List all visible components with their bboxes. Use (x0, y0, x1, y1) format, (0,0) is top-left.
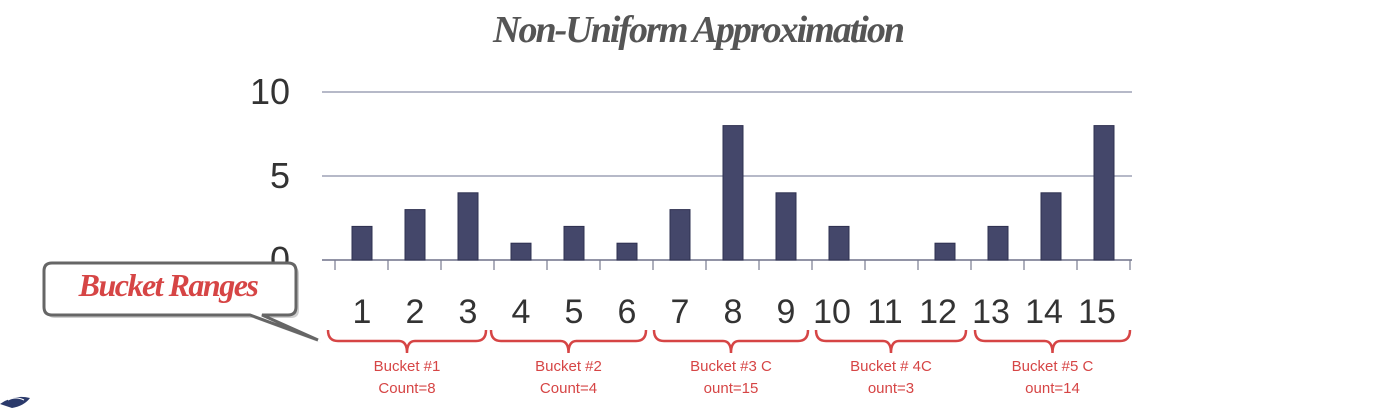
bucket-brace (489, 329, 648, 354)
bucket-count: ount=15 (704, 380, 759, 397)
bar-9 (775, 192, 797, 261)
x-tick-label: 3 (459, 293, 478, 331)
bar-7 (669, 209, 691, 261)
bucket-count: Count=8 (378, 380, 435, 397)
bucket-count: Count=4 (540, 380, 597, 397)
bar-4 (510, 242, 532, 261)
callout-bubble (42, 261, 319, 342)
bucket-ranges-callout: Bucket Ranges (42, 261, 321, 343)
bar-8 (722, 125, 744, 261)
bar-13 (987, 225, 1009, 261)
x-tick-label: 14 (1025, 293, 1063, 331)
bucket-count: ount=14 (1025, 380, 1080, 397)
x-tick-label: 10 (813, 293, 851, 331)
callout-label: Bucket Ranges (78, 267, 259, 303)
bucket-brace (326, 329, 488, 354)
bar-6 (616, 242, 638, 261)
x-tick-label: 15 (1078, 293, 1116, 331)
bar-1 (351, 225, 373, 261)
bucket-label: Bucket #2 (535, 358, 602, 375)
bar-10 (828, 225, 850, 261)
bar-2 (404, 209, 426, 261)
bucket-label: Bucket # 4C (850, 358, 932, 375)
x-axis-tick-labels: 1 2 3 4 5 6 7 8 9 10 11 12 13 14 15 (353, 293, 1116, 331)
logo-icon (0, 396, 30, 408)
bucket-label: Bucket #5 C (1012, 358, 1094, 375)
bar-15 (1093, 125, 1115, 261)
y-tick-label: 5 (270, 155, 290, 196)
x-tick-label: 6 (618, 293, 637, 331)
x-tick-label: 7 (671, 293, 690, 331)
x-tick-label: 13 (972, 293, 1010, 331)
x-tick-label: 12 (919, 293, 957, 331)
x-tick-label: 9 (777, 293, 796, 331)
bar-14 (1040, 192, 1062, 261)
bucket-brace (973, 329, 1132, 354)
bucket-brace (814, 329, 968, 354)
x-tick-label: 5 (565, 293, 584, 331)
x-tick-label: 11 (867, 293, 902, 331)
bucket-ranges: Bucket #1 Count=8 Bucket #2 Count=4 Bucket #… (326, 329, 1132, 397)
bar-12 (934, 242, 956, 261)
bar-5 (563, 225, 585, 261)
chart-title: Non-Uniform Approximation (492, 9, 904, 51)
x-tick-label: 1 (353, 293, 372, 331)
x-tick-label: 2 (406, 293, 425, 331)
y-tick-label: 10 (250, 71, 290, 112)
bucket-label: Bucket #1 (374, 358, 441, 375)
bar-3 (457, 192, 479, 261)
x-tick-label: 8 (724, 293, 743, 331)
bucket-brace (652, 329, 810, 354)
x-tick-label: 4 (512, 293, 531, 331)
bars (351, 125, 1115, 261)
bucket-label: Bucket #3 C (690, 358, 772, 375)
bucket-count: ount=3 (868, 380, 914, 397)
